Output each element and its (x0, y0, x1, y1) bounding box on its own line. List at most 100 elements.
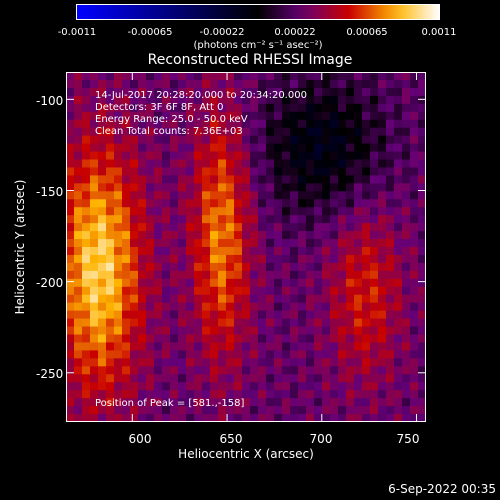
heatmap-cell (370, 382, 379, 391)
heatmap-cell (402, 334, 411, 343)
heatmap-cell (402, 398, 411, 407)
heatmap-cell (106, 143, 115, 152)
heatmap-cell (250, 326, 259, 335)
heatmap-cell (226, 79, 235, 89)
heatmap-cell (250, 247, 259, 256)
heatmap-cell (330, 310, 339, 319)
heatmap-cell (66, 127, 75, 137)
heatmap-cell (386, 310, 395, 319)
heatmap-cell (418, 414, 426, 422)
heatmap-cell (418, 223, 426, 232)
heatmap-cell (218, 159, 227, 168)
heatmap-cell (346, 239, 355, 248)
heatmap-cell (242, 334, 251, 343)
heatmap-cell (90, 95, 99, 105)
heatmap-cell (210, 286, 219, 296)
heatmap-cell (410, 111, 419, 121)
heatmap-cell (274, 254, 283, 264)
heatmap-cell (250, 231, 259, 240)
heatmap-cell (298, 310, 307, 319)
heatmap-cell (330, 286, 339, 296)
heatmap-cell (418, 302, 426, 312)
heatmap-cell (162, 406, 171, 415)
heatmap-cell (418, 270, 426, 280)
heatmap-cell (362, 72, 371, 81)
heatmap-cell (146, 398, 155, 407)
heatmap-cell (354, 135, 363, 144)
heatmap-cell (370, 111, 379, 121)
heatmap-cell (218, 390, 227, 399)
heatmap-cell (114, 326, 123, 335)
heatmap-cell (234, 326, 243, 335)
heatmap-cell (90, 191, 99, 200)
heatmap-cell (290, 143, 299, 152)
heatmap-cell (250, 87, 259, 97)
heatmap-cell (66, 175, 75, 184)
heatmap-cell (210, 72, 219, 81)
heatmap-cell (314, 326, 323, 335)
heatmap-cell (226, 95, 235, 105)
heatmap-cell (218, 278, 227, 288)
heatmap-cell (330, 398, 339, 407)
heatmap-cell (298, 79, 307, 89)
heatmap-cell (370, 127, 379, 137)
heatmap-cell (362, 318, 371, 327)
heatmap-cell (290, 215, 299, 224)
heatmap-cell (98, 318, 107, 327)
heatmap-cell (90, 167, 99, 176)
heatmap-cell (338, 191, 347, 200)
heatmap-cell (410, 239, 419, 248)
heatmap-cell (410, 334, 419, 343)
heatmap-cell (234, 254, 243, 264)
heatmap-cell (202, 334, 211, 343)
heatmap-cell (210, 342, 219, 351)
heatmap-cell (66, 135, 75, 144)
heatmap-cell (370, 72, 379, 81)
heatmap-cell (122, 374, 131, 383)
heatmap-cell (314, 294, 323, 304)
x-axis-label: Heliocentric X (arcsec) (178, 447, 314, 461)
heatmap-cell (322, 231, 331, 240)
heatmap-cell (114, 358, 123, 367)
heatmap-cell (258, 310, 267, 319)
heatmap-cell (410, 350, 419, 359)
heatmap-cell (346, 127, 355, 137)
heatmap-cell (330, 374, 339, 383)
heatmap-cell (218, 175, 227, 184)
heatmap-cell (330, 262, 339, 272)
heatmap-cell (394, 358, 403, 367)
heatmap-cell (90, 302, 99, 312)
heatmap-cell (74, 294, 83, 304)
heatmap-cell (114, 79, 123, 89)
heatmap-cell (130, 254, 139, 264)
heatmap-cell (362, 406, 371, 415)
heatmap-cell (242, 302, 251, 312)
heatmap-cell (242, 374, 251, 383)
heatmap-cell (266, 175, 275, 184)
heatmap-cell (154, 231, 163, 240)
heatmap-cell (74, 374, 83, 383)
heatmap-cell (122, 294, 131, 304)
heatmap-cell (226, 278, 235, 288)
heatmap-cell (418, 247, 426, 256)
heatmap-cell (170, 111, 179, 121)
heatmap-cell (338, 302, 347, 312)
heatmap-cell (354, 350, 363, 359)
heatmap-cell (242, 286, 251, 296)
heatmap-cell (130, 119, 139, 129)
heatmap-cell (82, 167, 91, 176)
heatmap-cell (266, 239, 275, 248)
heatmap-cell (282, 159, 291, 168)
heatmap-cell (162, 247, 171, 256)
heatmap-cell (106, 215, 115, 224)
heatmap-cell (418, 159, 426, 168)
heatmap-cell (322, 127, 331, 137)
heatmap-cell (378, 270, 387, 280)
heatmap-cell (386, 366, 395, 375)
heatmap-cell (218, 79, 227, 89)
heatmap-cell (66, 215, 75, 224)
heatmap-cell (394, 318, 403, 327)
heatmap-cell (282, 231, 291, 240)
heatmap-cell (290, 254, 299, 264)
heatmap-cell (314, 151, 323, 160)
